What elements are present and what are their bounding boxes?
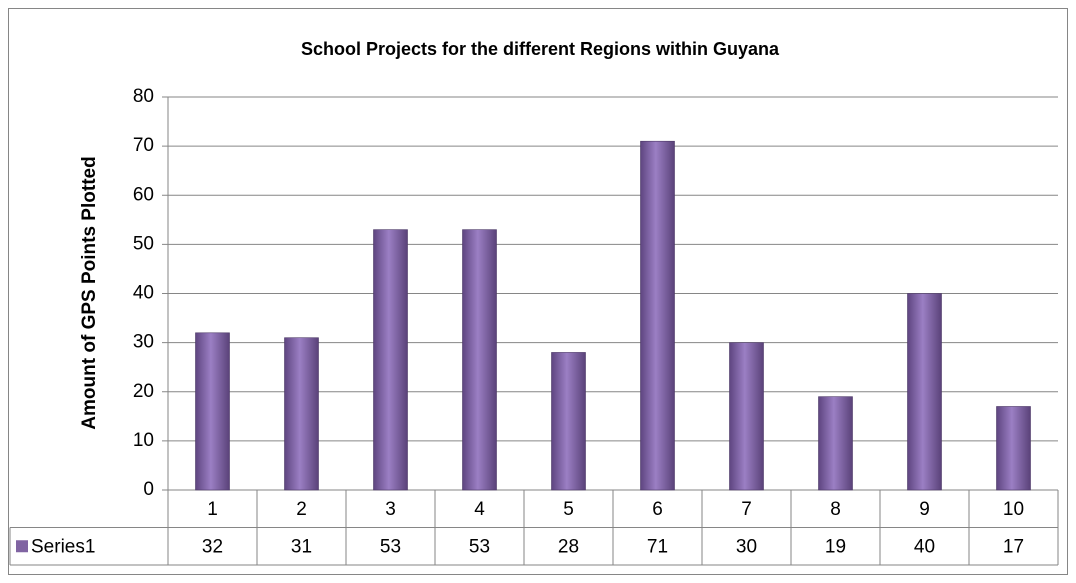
x-tick-label: 7 — [741, 499, 752, 520]
y-tick-label: 70 — [133, 135, 154, 156]
y-tick-label: 60 — [133, 184, 154, 205]
bar — [729, 342, 764, 491]
y-tick-label: 80 — [133, 86, 154, 107]
table-value: 30 — [736, 536, 757, 557]
y-tick-label: 0 — [143, 479, 154, 500]
x-tick-label: 8 — [830, 499, 841, 520]
table-value: 71 — [647, 536, 668, 557]
y-tick-label: 50 — [133, 233, 154, 254]
x-tick-label: 3 — [385, 499, 396, 520]
bar — [818, 396, 853, 491]
legend-label: Series1 — [31, 536, 95, 557]
x-tick-label: 5 — [563, 499, 574, 520]
x-tick-label: 4 — [474, 499, 485, 520]
bar — [551, 352, 586, 491]
table-value: 53 — [469, 536, 490, 557]
table-value: 19 — [825, 536, 846, 557]
table-value: 32 — [202, 536, 223, 557]
table-value: 31 — [291, 536, 312, 557]
y-tick-label: 40 — [133, 283, 154, 304]
table-value: 17 — [1003, 536, 1024, 557]
x-tick-label: 2 — [296, 499, 307, 520]
bar — [996, 406, 1031, 491]
legend-swatch — [16, 540, 28, 553]
bar — [373, 229, 408, 491]
bar — [907, 293, 942, 491]
x-tick-label: 10 — [1003, 499, 1024, 520]
chart-title: School Projects for the different Region… — [301, 39, 780, 59]
table-value: 28 — [558, 536, 579, 557]
y-tick-label: 10 — [133, 430, 154, 451]
bar — [462, 229, 497, 491]
y-axis-label: Amount of GPS Points Plotted — [79, 156, 100, 429]
table-value: 53 — [380, 536, 401, 557]
y-tick-label: 30 — [133, 332, 154, 353]
bar — [640, 140, 675, 491]
bar — [284, 337, 319, 491]
x-tick-label: 1 — [207, 499, 218, 520]
bar — [195, 332, 230, 491]
x-tick-label: 9 — [919, 499, 930, 520]
chart-border — [8, 8, 1068, 575]
table-value: 40 — [914, 536, 935, 557]
x-tick-label: 6 — [652, 499, 663, 520]
y-tick-label: 20 — [133, 381, 154, 402]
